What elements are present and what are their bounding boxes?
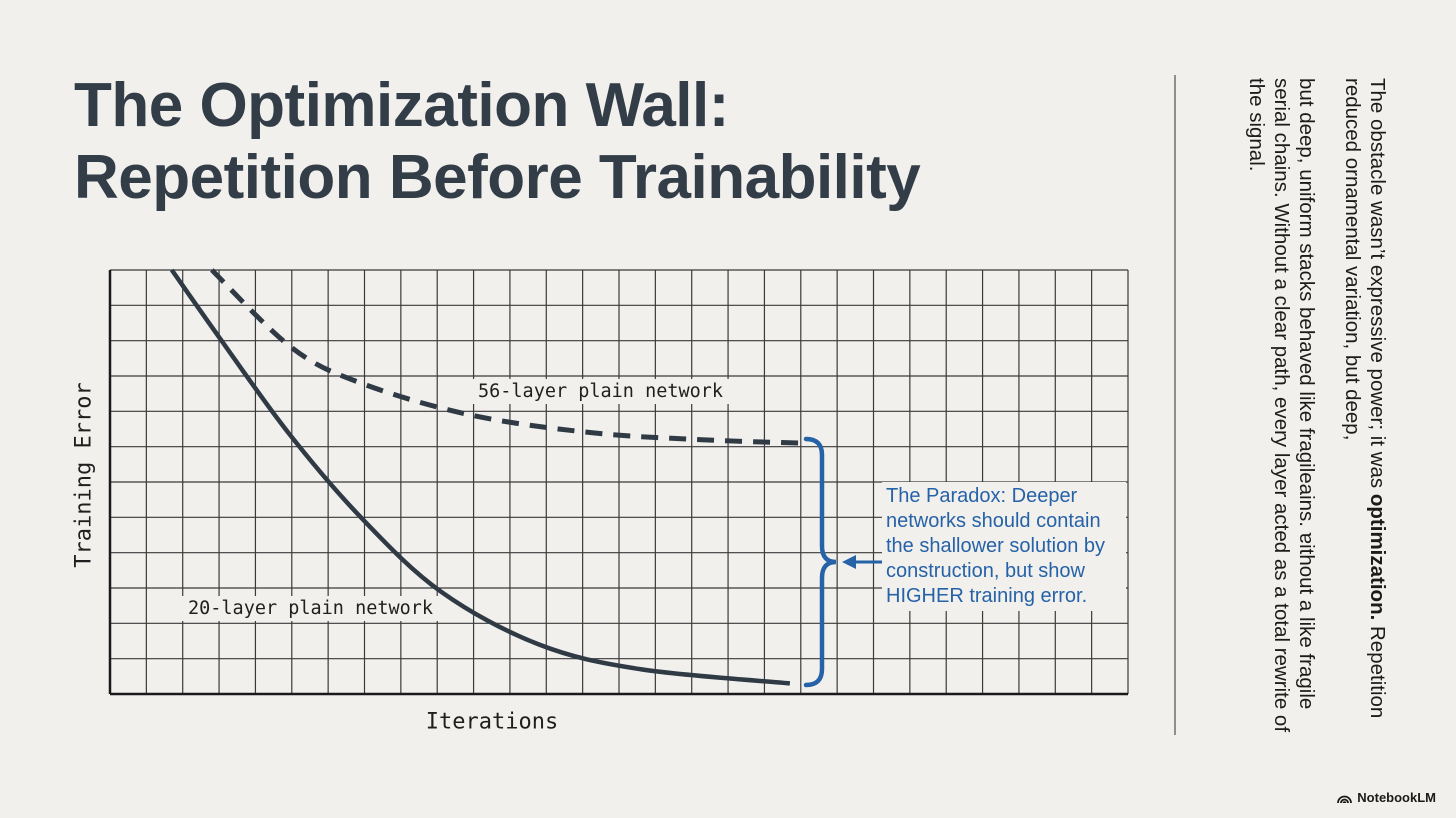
notebooklm-logo-icon xyxy=(1337,795,1353,803)
paradox-annotation: The Paradox: Deeper networks should cont… xyxy=(882,482,1126,611)
notebooklm-brand: NotebookLM xyxy=(1337,790,1436,805)
vertical-divider xyxy=(1174,75,1176,735)
p1-text: The obstacle wasn’t expressive power; it… xyxy=(1366,78,1389,494)
arrow-left-icon xyxy=(842,555,856,569)
label-20-layer: 20-layer plain network xyxy=(182,596,440,621)
side-paragraph-1: The obstacle wasn’t expressive power; it… xyxy=(1340,78,1390,738)
side-paragraph-2: but deep, uniform stacks behaved like fr… xyxy=(1245,78,1318,733)
brand-name: NotebookLM xyxy=(1357,790,1436,805)
series-56-layer-line xyxy=(210,268,801,446)
series-20-layer-line xyxy=(169,268,791,686)
page-title: The Optimization Wall: Repetition Before… xyxy=(74,70,921,214)
title-line-1: The Optimization Wall: xyxy=(74,71,729,140)
title-line-2: Repetition Before Trainability xyxy=(74,143,921,212)
training-error-chart: Training Error Iterations 56-layer plain… xyxy=(71,268,1129,735)
chart-canvas xyxy=(108,268,1129,696)
side-panel-text: The obstacle wasn’t expressive power; it… xyxy=(1223,78,1390,738)
x-axis-label: Iterations xyxy=(425,709,559,735)
p1-bold-word: optimization. xyxy=(1366,493,1389,621)
y-axis-label: Training Error xyxy=(71,382,97,568)
label-56-layer: 56-layer plain network xyxy=(472,379,730,404)
curly-brace-icon xyxy=(803,436,837,688)
